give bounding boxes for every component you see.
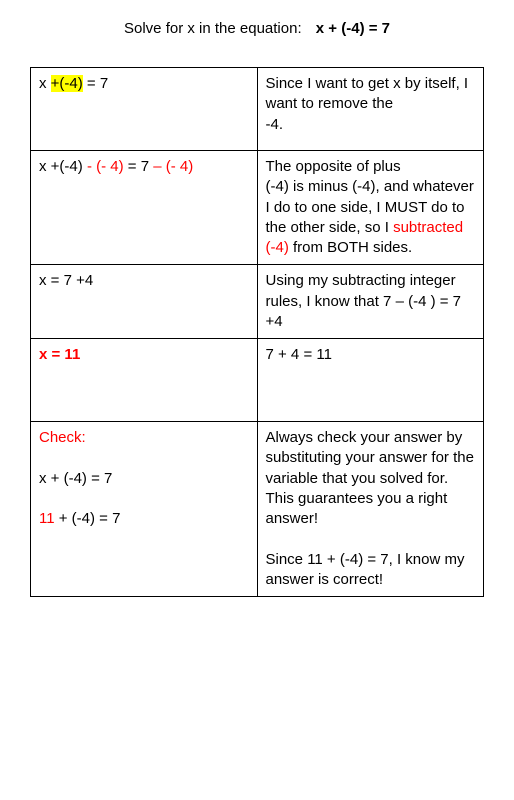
solution-table: x +(-4) = 7 Since I want to get x by its… xyxy=(30,67,484,597)
explain-cell: Always check your answer by substituting… xyxy=(257,422,484,597)
explain-cell: Using my subtracting integer rules, I kn… xyxy=(257,265,484,339)
explain-cell: Since I want to get x by itself, I want … xyxy=(257,68,484,151)
step-cell: x = 11 xyxy=(31,339,258,422)
expr-red: – (- 4) xyxy=(153,158,193,175)
expr-red: - (- 4) xyxy=(87,158,124,175)
explain-cell: 7 + 4 = 11 xyxy=(257,339,484,422)
check-eq2-post: + (-4) = 7 xyxy=(55,510,121,527)
explain-text: 7 + 4 = 11 xyxy=(266,346,332,363)
step-cell: x = 7 +4 xyxy=(31,265,258,339)
check-eq2-red: 11 xyxy=(39,510,55,527)
step-cell: x +(-4) = 7 xyxy=(31,68,258,151)
expr-part: = 7 xyxy=(124,158,154,175)
check-eq1: x + (-4) = 7 xyxy=(39,470,112,487)
answer-text: x = 11 xyxy=(39,346,80,363)
explain-text: Since I want to get x by itself, I want … xyxy=(266,75,469,133)
table-row: Check: x + (-4) = 7 11 + (-4) = 7 Always… xyxy=(31,422,484,597)
prompt-text: Solve for x in the equation: xyxy=(124,20,302,37)
step-cell: x +(-4) - (- 4) = 7 – (- 4) xyxy=(31,151,258,265)
table-row: x +(-4) = 7 Since I want to get x by its… xyxy=(31,68,484,151)
step-cell: Check: x + (-4) = 7 11 + (-4) = 7 xyxy=(31,422,258,597)
table-row: x = 11 7 + 4 = 11 xyxy=(31,339,484,422)
page-header: Solve for x in the equation: x + (-4) = … xyxy=(30,20,484,37)
explain-line: The opposite of plus xyxy=(266,158,401,175)
explain-cell: The opposite of plus (-4) is minus (-4),… xyxy=(257,151,484,265)
expr-part: x +(-4) xyxy=(39,158,87,175)
table-row: x +(-4) - (- 4) = 7 – (- 4) The opposite… xyxy=(31,151,484,265)
explain-line: from BOTH sides. xyxy=(289,239,412,256)
highlighted-term: +(-4) xyxy=(51,75,83,92)
header-equation: x + (-4) = 7 xyxy=(316,20,390,37)
expr-pre: x xyxy=(39,75,51,92)
explain-text: Using my subtracting integer rules, I kn… xyxy=(266,272,462,330)
explain-para: Since 11 + (-4) = 7, I know my answer is… xyxy=(266,551,465,588)
expr-post: = 7 xyxy=(83,75,108,92)
check-label: Check: xyxy=(39,429,86,446)
expr-text: x = 7 +4 xyxy=(39,272,93,289)
explain-para: Always check your answer by substituting… xyxy=(266,429,474,527)
table-row: x = 7 +4 Using my subtracting integer ru… xyxy=(31,265,484,339)
